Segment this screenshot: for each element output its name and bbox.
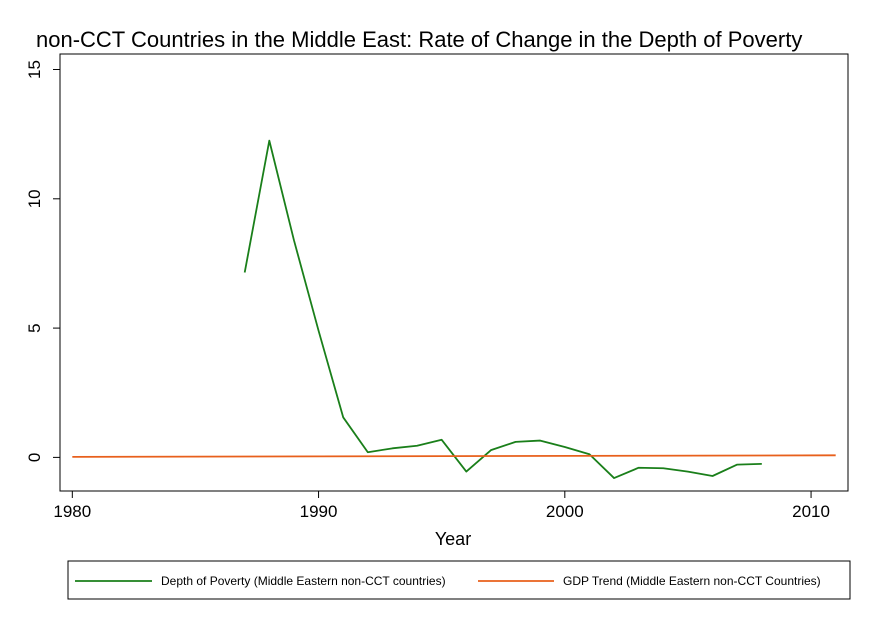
chart-title: non-CCT Countries in the Middle East: Ra…	[36, 27, 802, 52]
x-tick-label: 2000	[546, 502, 584, 521]
legend-label-depth-of-poverty: Depth of Poverty (Middle Eastern non-CCT…	[161, 574, 446, 588]
series-line-gdp-trend	[72, 454, 836, 458]
y-tick-label: 5	[25, 323, 44, 332]
series-line-depth-of-poverty	[243, 139, 762, 479]
x-tick-label: 1990	[300, 502, 338, 521]
plot-area-frame	[59, 53, 849, 492]
legend-box	[67, 560, 851, 600]
y-tick-label: 0	[25, 453, 44, 462]
x-axis: 1980 1990 2000 2010	[53, 491, 830, 521]
legend: Depth of Poverty (Middle Eastern non-CCT…	[67, 560, 851, 600]
y-axis: 0 5 10 15	[25, 60, 60, 462]
y-tick-label: 15	[25, 60, 44, 79]
y-tick-label: 10	[25, 189, 44, 208]
x-axis-label: Year	[435, 529, 471, 549]
x-tick-label: 2010	[792, 502, 830, 521]
series-lines	[72, 139, 836, 479]
legend-label-gdp-trend: GDP Trend (Middle Eastern non-CCT Countr…	[563, 574, 821, 588]
x-tick-label: 1980	[53, 502, 91, 521]
